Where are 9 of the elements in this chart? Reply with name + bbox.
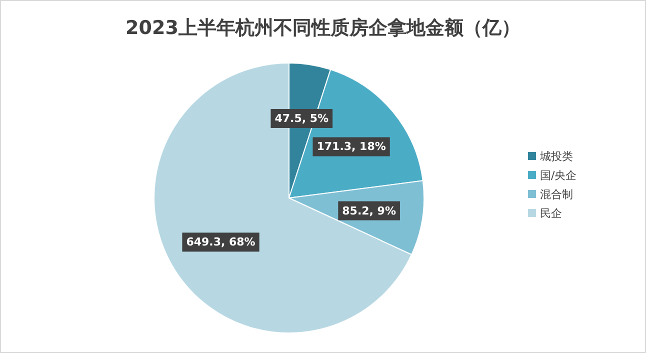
data-label: 47.5, 5%	[274, 112, 329, 125]
data-label: 649.3, 68%	[186, 236, 256, 249]
data-label: 171.3, 18%	[316, 140, 386, 154]
legend-label: 混合制	[540, 188, 573, 201]
legend-label: 城投类	[539, 150, 573, 163]
data-label: 85.2, 9%	[342, 204, 396, 218]
legend-label: 国/央企	[540, 169, 577, 182]
chart-title: 2023上半年杭州不同性质房企拿地金额（亿）	[126, 17, 520, 39]
legend-label: 民企	[540, 207, 562, 220]
